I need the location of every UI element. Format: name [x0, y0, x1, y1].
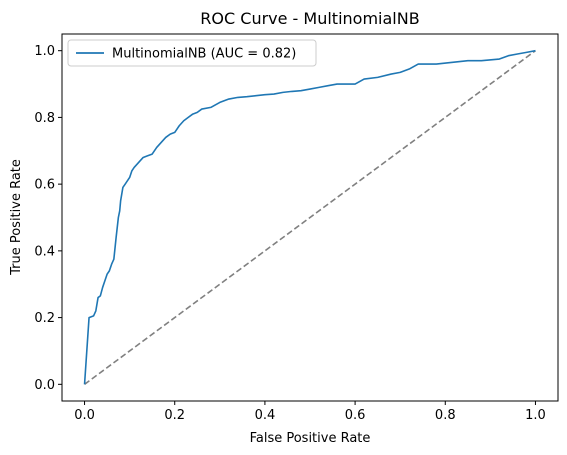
plot-area: [62, 34, 558, 401]
x-tick-label: 0.0: [74, 408, 95, 423]
legend-label-multinomialnb: MultinomialNB (AUC = 0.82): [112, 47, 296, 62]
x-tick-label: 0.8: [435, 408, 456, 423]
y-tick-label: 0.0: [34, 378, 55, 393]
x-tick-label: 1.0: [525, 408, 546, 423]
y-tick-label: 0.6: [34, 178, 55, 193]
y-axis-ticks: 0.0 0.2 0.4 0.6 0.8 1.0: [34, 44, 62, 393]
x-tick-label: 0.2: [164, 408, 185, 423]
y-tick-label: 0.8: [34, 111, 55, 126]
y-tick-label: 0.4: [34, 244, 55, 259]
chart-title: ROC Curve - MultinomialNB: [200, 9, 419, 28]
legend: MultinomialNB (AUC = 0.82): [68, 40, 316, 66]
y-axis-label: True Positive Rate: [9, 159, 24, 276]
y-tick-label: 1.0: [34, 44, 55, 59]
x-axis-label: False Positive Rate: [250, 431, 371, 446]
x-axis-ticks: 0.0 0.2 0.4 0.6 0.8 1.0: [74, 401, 546, 423]
x-tick-label: 0.6: [345, 408, 366, 423]
y-tick-label: 0.2: [34, 311, 55, 326]
x-tick-label: 0.4: [255, 408, 276, 423]
